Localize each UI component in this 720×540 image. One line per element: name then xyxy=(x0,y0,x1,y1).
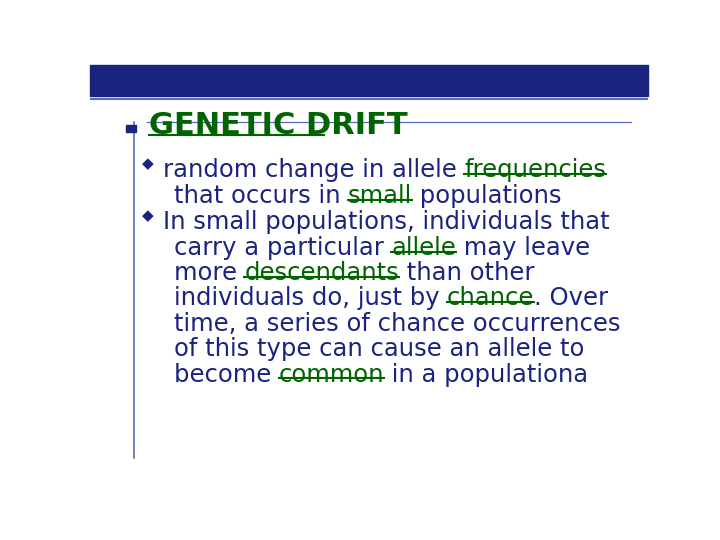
Text: chance: chance xyxy=(447,286,534,310)
Text: in a populationa: in a populationa xyxy=(384,362,588,387)
Text: carry a particular: carry a particular xyxy=(174,236,392,260)
Text: may leave: may leave xyxy=(456,236,590,260)
Text: In small populations, individuals that: In small populations, individuals that xyxy=(163,211,609,234)
Text: ◆: ◆ xyxy=(142,156,153,171)
Text: GENETIC DRIFT: GENETIC DRIFT xyxy=(148,111,408,140)
Text: time, a series of chance occurrences: time, a series of chance occurrences xyxy=(174,312,620,336)
Text: random change in allele: random change in allele xyxy=(163,158,464,183)
Text: of this type can cause an allele to: of this type can cause an allele to xyxy=(174,337,584,361)
Text: . Over: . Over xyxy=(534,286,608,310)
Text: ◆: ◆ xyxy=(142,208,153,223)
Bar xyxy=(126,125,136,132)
Text: common: common xyxy=(279,362,384,387)
Text: frequencies: frequencies xyxy=(464,158,606,183)
Text: more: more xyxy=(174,261,245,285)
Text: populations: populations xyxy=(413,184,562,208)
Text: small: small xyxy=(348,184,413,208)
Text: that occurs in: that occurs in xyxy=(174,184,348,208)
Text: than other: than other xyxy=(399,261,535,285)
Text: descendants: descendants xyxy=(245,261,399,285)
Text: become: become xyxy=(174,362,279,387)
Text: individuals do, just by: individuals do, just by xyxy=(174,286,447,310)
Bar xyxy=(90,65,648,96)
Text: allele: allele xyxy=(392,236,456,260)
